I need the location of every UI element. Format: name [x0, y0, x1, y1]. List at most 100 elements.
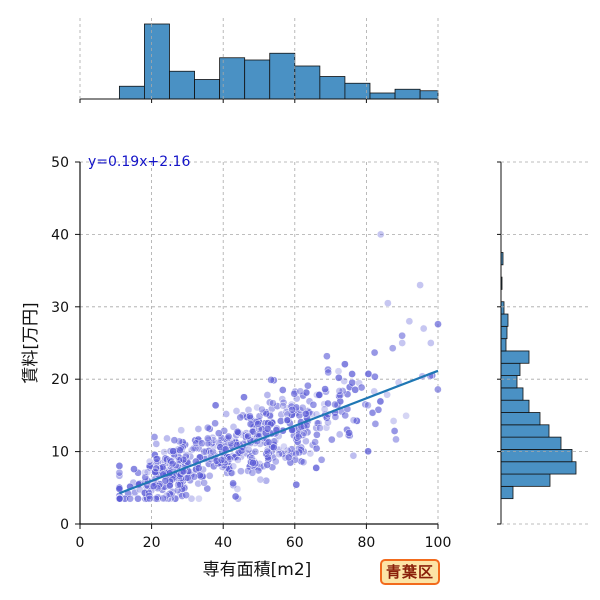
scatter-point [170, 436, 179, 445]
scatter-point [115, 471, 124, 480]
top-histogram-bar [294, 65, 321, 100]
scatter-point [141, 473, 150, 482]
top-histogram-bar [144, 23, 170, 100]
scatter-point [434, 385, 442, 394]
scatter-point [233, 427, 242, 436]
scatter-point [262, 450, 271, 458]
scatter-point [345, 429, 353, 437]
scatter-point [254, 466, 263, 475]
scatter-point [283, 416, 292, 425]
scatter-point [134, 494, 142, 503]
y-axis-label: 賃料[万円] [21, 302, 41, 383]
scatter-point [214, 429, 223, 438]
scatter-point [264, 438, 273, 447]
scatter-point [126, 494, 134, 503]
top-histogram-bar [369, 92, 396, 100]
top-histogram-bar [269, 52, 296, 100]
top-histogram [79, 23, 439, 103]
scatter-point [353, 417, 361, 425]
scatter-point [300, 429, 309, 438]
scatter-point [195, 494, 203, 503]
scatter-point [143, 468, 152, 476]
scatter-point [217, 456, 226, 464]
scatter-point [269, 443, 278, 452]
scatter-point [306, 449, 315, 458]
scatter-point [351, 385, 360, 394]
y-tick-label: 40 [51, 227, 69, 243]
x-tick-label: 80 [357, 535, 375, 551]
y-tick-label: 50 [51, 155, 69, 171]
regression-equation: y=0.19x+2.16 [88, 154, 190, 170]
scatter-point [389, 417, 398, 425]
scatter-point [160, 448, 169, 456]
scatter-point [262, 409, 271, 418]
scatter-point [203, 434, 212, 443]
scatter-point [315, 391, 324, 399]
right-histogram-bar [500, 485, 514, 500]
scatter-point [374, 405, 383, 414]
scatter-point [290, 389, 299, 398]
scatter-point [371, 372, 379, 381]
scatter-point [288, 405, 297, 414]
scatter-point [273, 402, 282, 410]
scatter-point [311, 438, 319, 446]
scatter-point [364, 370, 373, 378]
scatter-point [244, 406, 253, 414]
scatter-point [209, 447, 217, 456]
scatter-point [145, 457, 154, 466]
scatter-point [299, 458, 308, 467]
scatter-point [163, 434, 171, 443]
scatter-point [262, 476, 271, 485]
scatter-point [331, 413, 340, 421]
scatter-point [179, 455, 188, 464]
scatter-point [309, 400, 318, 409]
scatter-point [392, 435, 400, 444]
scatter-point [229, 479, 237, 488]
top-histogram-bar [419, 90, 439, 100]
scatter-point [313, 430, 321, 439]
scatter-point [203, 484, 212, 493]
scatter-point [233, 485, 242, 493]
scatter-point [271, 457, 280, 466]
scatter-point [348, 370, 356, 378]
scatter-point [335, 430, 344, 439]
scatter-point [198, 439, 206, 448]
scatter-point [388, 344, 397, 353]
scatter-point [246, 412, 254, 421]
top-histogram-bar [118, 85, 145, 100]
scatter-point [370, 348, 379, 357]
right-histogram-bar [500, 338, 507, 352]
y-tick-label: 10 [51, 445, 69, 461]
scatter-point [248, 468, 257, 477]
right-histogram [497, 161, 577, 525]
scatter-point [301, 409, 310, 418]
scatter-point [175, 456, 183, 464]
scatter-point [263, 424, 272, 433]
scatter-point [194, 425, 203, 433]
scatter-point [283, 410, 292, 419]
scatter-point [258, 405, 266, 414]
y-tick-label: 0 [60, 517, 69, 533]
scatter-point [177, 426, 186, 435]
scatter-point [152, 440, 161, 448]
scatter-point [203, 423, 212, 432]
scatter-point [159, 494, 167, 503]
scatter-point [151, 468, 159, 477]
scatter-point [145, 492, 154, 500]
scatter-point [368, 409, 377, 417]
scatter-point [304, 381, 312, 390]
scatter-point [263, 461, 272, 469]
scatter-point [390, 427, 399, 435]
scatter-point [267, 376, 275, 384]
scatter-point [348, 378, 357, 387]
scatter-point [165, 481, 174, 490]
x-axis-label: 専有面積[m2] [203, 560, 312, 580]
scatter-point [364, 447, 372, 456]
scatter-point [130, 465, 138, 473]
scatter-point [364, 401, 372, 410]
scatter-point [292, 449, 300, 458]
scatter-point [115, 462, 124, 470]
scatter-point [334, 373, 343, 382]
scatter-point [211, 419, 219, 428]
